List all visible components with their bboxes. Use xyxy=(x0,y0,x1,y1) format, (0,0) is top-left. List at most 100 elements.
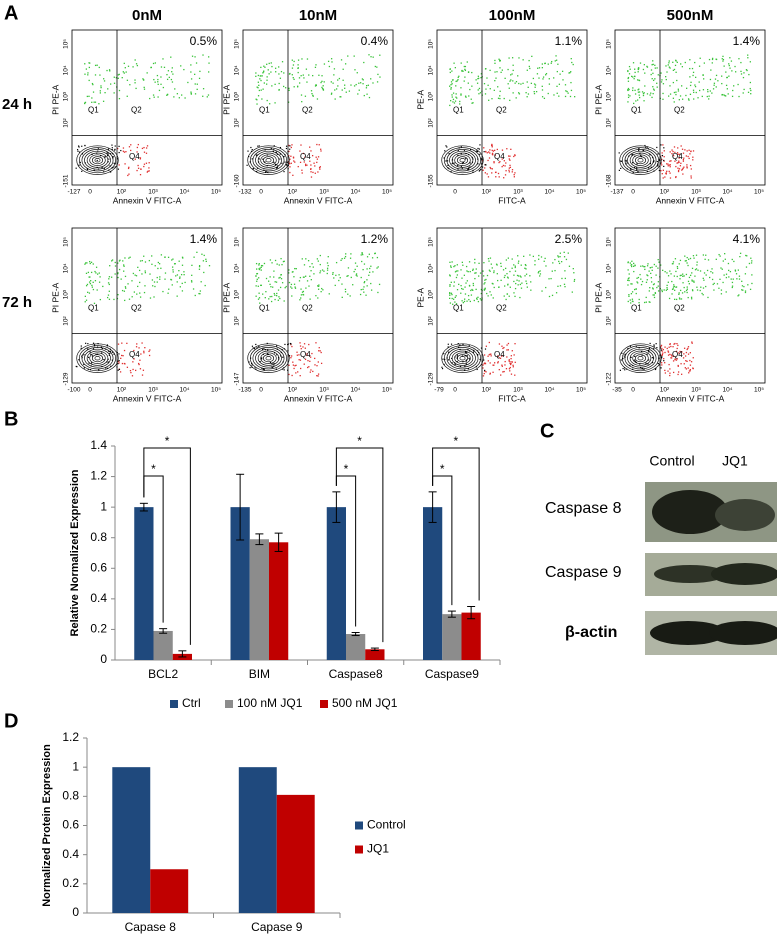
x-tick-label: 10² xyxy=(288,189,298,196)
event-dot xyxy=(457,76,459,79)
bar xyxy=(276,794,315,913)
event-dot xyxy=(534,260,536,262)
event-dot xyxy=(468,357,470,359)
event-dot xyxy=(493,89,495,91)
event-dot xyxy=(290,343,292,345)
event-dot xyxy=(255,98,257,100)
event-dot xyxy=(206,96,208,98)
event-dot xyxy=(119,371,122,373)
event-dot xyxy=(290,357,292,359)
event-dot xyxy=(111,147,113,149)
event-dot xyxy=(663,358,665,360)
event-dot xyxy=(304,156,306,158)
event-dot xyxy=(78,359,80,361)
event-dot xyxy=(472,158,474,160)
event-dot xyxy=(81,355,83,357)
event-dot xyxy=(640,278,642,280)
event-dot xyxy=(139,359,141,361)
event-dot xyxy=(729,270,732,273)
event-dot xyxy=(696,286,698,288)
event-dot xyxy=(643,368,645,370)
event-dot xyxy=(506,356,508,358)
event-dot xyxy=(736,278,738,280)
event-dot xyxy=(372,56,374,58)
event-dot xyxy=(108,350,110,352)
event-dot xyxy=(81,357,83,359)
event-dot xyxy=(124,67,126,69)
event-dot xyxy=(547,92,549,95)
event-dot xyxy=(92,263,94,265)
event-dot xyxy=(489,270,491,272)
event-dot xyxy=(689,370,691,372)
event-dot xyxy=(349,295,351,297)
event-dot xyxy=(203,254,205,257)
event-dot xyxy=(90,280,92,282)
event-dot xyxy=(280,351,282,354)
event-dot xyxy=(669,67,671,69)
event-dot xyxy=(87,74,89,76)
event-dot xyxy=(487,258,490,260)
event-dot xyxy=(734,71,737,73)
event-dot xyxy=(86,283,89,286)
event-dot xyxy=(89,276,91,278)
event-dot xyxy=(450,84,452,86)
event-dot xyxy=(106,361,108,363)
event-dot xyxy=(193,256,195,258)
event-dot xyxy=(319,350,321,352)
apoptosis-percent: 1.4% xyxy=(190,232,218,246)
event-dot xyxy=(632,153,634,156)
event-dot xyxy=(108,354,110,356)
event-dot xyxy=(653,263,656,266)
event-dot xyxy=(648,350,650,352)
event-dot xyxy=(687,353,690,355)
event-dot xyxy=(447,167,449,169)
legend-label: Control xyxy=(367,818,406,832)
event-dot xyxy=(625,368,628,370)
event-dot xyxy=(451,357,453,360)
event-dot xyxy=(78,151,81,153)
event-dot xyxy=(266,63,268,65)
event-dot xyxy=(113,162,115,164)
event-dot xyxy=(679,298,681,300)
event-dot xyxy=(326,272,328,275)
event-dot xyxy=(273,292,275,295)
event-dot xyxy=(554,269,556,272)
event-dot xyxy=(143,146,145,149)
event-dot xyxy=(689,153,691,155)
event-dot xyxy=(319,254,321,257)
event-dot xyxy=(251,364,253,366)
event-dot xyxy=(118,151,120,154)
event-dot xyxy=(506,349,508,351)
contour xyxy=(84,348,111,368)
event-dot xyxy=(493,362,496,364)
significance-label: * xyxy=(344,462,349,476)
event-dot xyxy=(561,70,564,73)
event-dot xyxy=(573,96,576,98)
y-tick-label: 10² xyxy=(606,315,613,325)
event-dot xyxy=(128,257,130,259)
event-dot xyxy=(301,58,303,60)
event-dot xyxy=(299,150,301,152)
event-dot xyxy=(687,155,689,158)
event-dot xyxy=(449,71,451,74)
event-dot xyxy=(548,78,550,80)
panel-label: C xyxy=(540,420,554,442)
event-dot xyxy=(511,73,513,75)
event-dot xyxy=(191,281,193,283)
x-tick-label: Capase 8 xyxy=(125,920,177,934)
event-dot xyxy=(97,150,99,152)
event-dot xyxy=(205,258,207,260)
event-dot xyxy=(490,263,492,265)
event-dot xyxy=(470,98,472,100)
event-dot xyxy=(510,74,512,76)
event-dot xyxy=(456,357,458,359)
event-dot xyxy=(620,160,623,162)
event-dot xyxy=(489,372,491,374)
event-dot xyxy=(548,83,551,85)
event-dot xyxy=(476,82,479,84)
event-dot xyxy=(459,365,462,368)
event-dot xyxy=(483,283,485,285)
event-dot xyxy=(328,293,330,295)
event-dot xyxy=(370,56,372,58)
